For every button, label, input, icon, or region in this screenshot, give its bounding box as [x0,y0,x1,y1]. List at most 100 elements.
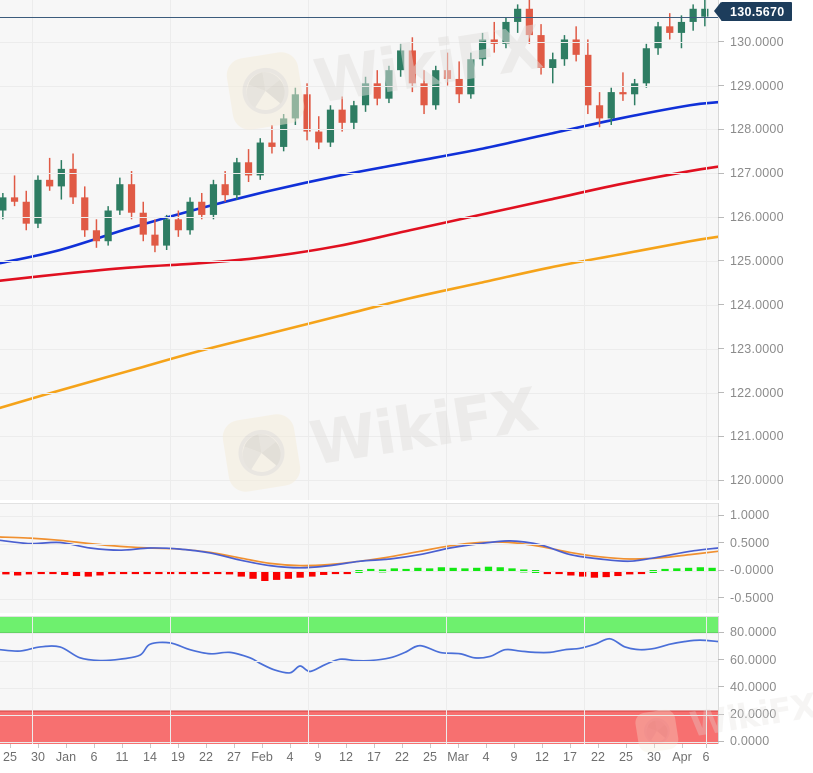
axis-tick: 80.0000 [718,625,777,639]
x-tick-label: 27 [227,750,241,764]
macd-plot-area[interactable] [0,504,718,613]
gridline [170,617,171,744]
gridline [0,742,718,743]
gridline [0,129,718,130]
x-tick-label: 25 [619,750,633,764]
gridline [0,571,718,572]
tick-mark [718,304,724,306]
gridline [0,633,718,634]
axis-tick: 124.0000 [718,298,784,312]
tick-mark [718,392,724,394]
tick-label: 80.0000 [730,625,777,640]
x-tick-label: 22 [395,750,409,764]
gridline [0,42,718,43]
tick-mark [718,172,724,174]
price-chart-panel[interactable] [0,0,718,500]
tick-label: 129.0000 [730,78,784,93]
rsi-panel[interactable] [0,616,718,744]
rsi-plot-area[interactable] [0,617,718,744]
x-tick-mark [374,744,375,748]
x-tick-mark [570,744,571,748]
tick-label: 0.0000 [730,734,770,749]
x-tick-label: 6 [702,750,710,764]
x-tick-label: 9 [510,750,518,764]
tick-label: 120.0000 [730,473,784,488]
gridline [0,173,718,174]
x-tick-label: 17 [563,750,577,764]
tick-mark [718,631,724,633]
gridline [706,504,707,613]
gridline [0,305,718,306]
axis-tick: 0.5000 [718,536,769,550]
gridline [32,0,33,500]
x-tick-mark [178,744,179,748]
price-plot-area[interactable] [0,0,718,500]
x-tick-label: 6 [90,750,98,764]
gridline [170,0,171,500]
x-tick-label: 9 [314,750,322,764]
x-tick-label: 25 [423,750,437,764]
gridline [0,715,718,716]
tick-mark [718,597,724,599]
x-tick-label: 22 [199,750,213,764]
gridline [0,661,718,662]
gridline [308,617,309,744]
gridline [0,436,718,437]
x-tick-mark [318,744,319,748]
axis-tick: 120.0000 [718,473,784,487]
tick-label: 1.0000 [730,508,770,523]
tick-label: 128.0000 [730,122,784,137]
gridline [584,0,585,500]
x-tick-label: 4 [482,750,490,764]
tick-label: 124.0000 [730,297,784,312]
tick-label: 123.0000 [730,341,784,356]
axis-tick: 125.0000 [718,254,784,268]
x-tick-mark [682,744,683,748]
x-tick-mark [150,744,151,748]
tick-label: 121.0000 [730,429,784,444]
x-tick-label: 25 [3,750,17,764]
price-y-axis[interactable]: 130.0000 129.0000 128.0000 127.0000 126.0000… [718,0,813,500]
x-tick-mark [654,744,655,748]
axis-tick: 129.0000 [718,79,784,93]
gridline [0,217,718,218]
tick-label: -0.0000 [730,563,774,578]
axis-tick: 126.0000 [718,210,784,224]
gridline [308,504,309,613]
tick-mark [718,569,724,571]
axis-tick: 121.0000 [718,429,784,443]
x-tick-label: 12 [535,750,549,764]
x-tick-mark [430,744,431,748]
x-tick-mark [402,744,403,748]
tick-label: 125.0000 [730,253,784,268]
x-tick-mark [206,744,207,748]
tick-mark [718,435,724,437]
axis-tick: 60.0000 [718,653,777,667]
x-tick-label: 11 [115,750,129,764]
x-tick-mark [542,744,543,748]
gridline [584,617,585,744]
axis-tick: 123.0000 [718,342,784,356]
current-price-line [0,16,718,19]
tick-label: 127.0000 [730,166,784,181]
axis-tick: 122.0000 [718,386,784,400]
gridline [706,0,707,500]
x-axis[interactable]: 25 30 Jan 6 11 14 19 22 27 Feb 4 9 12 17 22 25 Mar 4 9 12 17… [0,744,718,773]
gridline [0,349,718,350]
macd-panel[interactable] [0,503,718,613]
x-tick-label: 12 [339,750,353,764]
tick-mark [718,41,724,43]
x-tick-mark [514,744,515,748]
gridline [584,504,585,613]
tick-label: 60.0000 [730,652,777,667]
axis-spine [718,0,719,500]
gridline [0,261,718,262]
x-tick-label: 19 [171,750,185,764]
rsi-y-axis[interactable]: 80.0000 60.0000 40.0000 20.0000 0.0000 [718,616,813,748]
x-tick-label: Mar [447,750,469,764]
tick-mark [718,514,724,516]
axis-tick: -0.0000 [718,563,774,577]
x-tick-mark [706,744,707,748]
macd-y-axis[interactable]: 1.0000 0.5000 -0.0000 -0.5000 [718,503,813,613]
